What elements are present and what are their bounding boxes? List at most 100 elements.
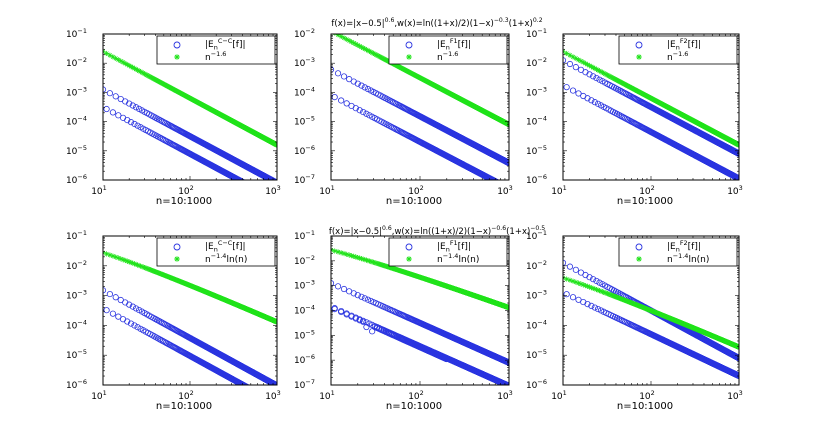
series-circle-point <box>256 188 261 193</box>
series-circle-point <box>241 180 246 185</box>
series-circle-point <box>257 188 262 193</box>
series-circle-point <box>244 181 249 186</box>
series-circle-point <box>274 197 279 202</box>
series-circle-point <box>257 189 262 194</box>
series-circle-point <box>252 186 257 191</box>
series-circle-point <box>246 183 251 188</box>
y-tick-label: 10−4 <box>294 85 315 98</box>
series-circle-point <box>495 180 500 185</box>
series-circle-point <box>251 185 256 190</box>
series-circle-point <box>249 184 254 189</box>
series-circle-point <box>244 182 249 187</box>
series-circle-point <box>243 181 248 186</box>
series-circle-point <box>258 189 263 194</box>
series-circle-point <box>564 84 569 89</box>
series-circle-point <box>251 186 256 191</box>
series-circle-point <box>259 189 264 194</box>
x-axis-label: n=10:1000 <box>386 196 442 207</box>
series-circle-point <box>241 180 246 185</box>
x-tick-label: 103 <box>265 184 281 197</box>
series-circle-point <box>272 197 277 202</box>
series-circle-point <box>496 180 501 185</box>
series-circle-point <box>497 181 502 186</box>
y-tick-label: 10−2 <box>66 56 87 69</box>
series-circle-point <box>242 180 247 185</box>
series-circle-point <box>256 188 261 193</box>
y-tick-label: 10−3 <box>66 85 87 98</box>
series-circle-point <box>252 186 257 191</box>
series-circle-point <box>272 197 277 202</box>
series-circle-point <box>246 183 251 188</box>
series-circle-point <box>496 180 501 185</box>
series-circle-point <box>273 197 278 202</box>
series-circle-point <box>255 188 260 193</box>
series-circle-point <box>271 196 276 201</box>
series-circle-point <box>253 187 258 192</box>
x-tick-label: 103 <box>497 184 513 197</box>
y-tick-label: 10−6 <box>66 173 87 186</box>
series-circle-point <box>251 185 256 190</box>
series-circle-point <box>251 185 256 190</box>
series-circle-point <box>247 183 252 188</box>
series-circle-point <box>249 184 254 189</box>
series-circle-point <box>273 197 278 202</box>
series-circle-point <box>242 181 247 186</box>
series-circle-point <box>245 182 250 187</box>
y-tick-label: 10−3 <box>294 56 315 69</box>
series-circle-point <box>260 190 265 195</box>
series-circle-point <box>253 187 258 192</box>
series-circle-point <box>271 196 276 201</box>
y-tick-label: 10−1 <box>66 27 87 40</box>
series-circle-point <box>274 198 279 203</box>
series-circle-point <box>259 190 264 195</box>
y-tick-label: 10−4 <box>66 115 87 128</box>
series-circle-point <box>257 189 262 194</box>
series-circle-point <box>274 197 279 202</box>
series-circle-point <box>495 180 500 185</box>
series-circle-point <box>243 181 248 186</box>
series-circle-point <box>245 182 250 187</box>
series-circle-point <box>272 196 277 201</box>
series-circle-point <box>255 187 260 192</box>
series-circle-point <box>243 181 248 186</box>
series-circle-point <box>495 180 500 185</box>
series-circle-point <box>244 181 249 186</box>
series-circle-point <box>256 188 261 193</box>
series-circle-point <box>257 188 262 193</box>
series-circle-point <box>495 180 500 185</box>
series-circle-point <box>249 184 254 189</box>
series-circle-point <box>273 197 278 202</box>
series-circle-point <box>497 181 502 186</box>
series-circle-point <box>497 181 502 186</box>
series-circle-point <box>573 64 578 69</box>
series-circle-point <box>249 184 254 189</box>
series-circle-point <box>255 187 260 192</box>
series-circle-point <box>274 198 279 203</box>
series-circle-point <box>273 197 278 202</box>
legend: |En​F1​[f]|n−1.6​ <box>389 36 507 64</box>
series-circle-point <box>251 185 256 190</box>
series-circle-point <box>250 185 255 190</box>
series-circle-point <box>249 184 254 189</box>
series-circle-point <box>257 188 262 193</box>
series-circle-point <box>256 188 261 193</box>
series-circle-point <box>241 180 246 185</box>
series-circle-point <box>254 187 259 192</box>
series-circle-point <box>107 91 112 96</box>
plot-area <box>560 49 741 181</box>
series-circle-point <box>243 181 248 186</box>
series-circle-point <box>253 186 258 191</box>
series-circle-point <box>497 181 502 186</box>
series-circle-point <box>104 106 109 111</box>
series-circle-point <box>273 197 278 202</box>
series-circle-point <box>250 185 255 190</box>
series-circle-point <box>258 189 263 194</box>
series-circle-point <box>498 181 503 186</box>
series-circle-point <box>259 190 264 195</box>
series-circle-point <box>241 180 246 185</box>
y-tick-label: 10−6 <box>294 144 315 157</box>
